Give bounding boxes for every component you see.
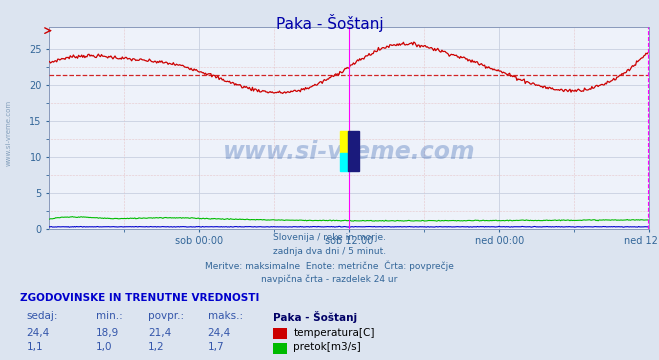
Text: Meritve: maksimalne  Enote: metrične  Črta: povprečje: Meritve: maksimalne Enote: metrične Črta…	[205, 261, 454, 271]
Text: 21,4: 21,4	[148, 328, 171, 338]
Text: Paka - Šoštanj: Paka - Šoštanj	[275, 14, 384, 32]
Text: 1,2: 1,2	[148, 342, 165, 352]
Text: min.:: min.:	[96, 311, 123, 321]
Text: povpr.:: povpr.:	[148, 311, 185, 321]
Text: www.si-vreme.com: www.si-vreme.com	[5, 100, 11, 166]
Text: sedaj:: sedaj:	[26, 311, 58, 321]
Text: pretok[m3/s]: pretok[m3/s]	[293, 342, 361, 352]
Text: zadnja dva dni / 5 minut.: zadnja dva dni / 5 minut.	[273, 247, 386, 256]
Text: ZGODOVINSKE IN TRENUTNE VREDNOSTI: ZGODOVINSKE IN TRENUTNE VREDNOSTI	[20, 293, 259, 303]
Text: 24,4: 24,4	[26, 328, 49, 338]
Text: 1,0: 1,0	[96, 342, 112, 352]
Text: 18,9: 18,9	[96, 328, 119, 338]
Bar	[340, 131, 350, 153]
Bar	[349, 131, 358, 171]
Text: 24,4: 24,4	[208, 328, 231, 338]
Text: maks.:: maks.:	[208, 311, 243, 321]
Text: 1,1: 1,1	[26, 342, 43, 352]
Text: 1,7: 1,7	[208, 342, 224, 352]
Text: temperatura[C]: temperatura[C]	[293, 328, 375, 338]
Text: Paka - Šoštanj: Paka - Šoštanj	[273, 311, 358, 323]
Text: Slovenija / reke in morje.: Slovenija / reke in morje.	[273, 233, 386, 242]
Text: navpična črta - razdelek 24 ur: navpična črta - razdelek 24 ur	[262, 274, 397, 284]
Bar	[340, 153, 350, 171]
Text: www.si-vreme.com: www.si-vreme.com	[223, 140, 476, 164]
